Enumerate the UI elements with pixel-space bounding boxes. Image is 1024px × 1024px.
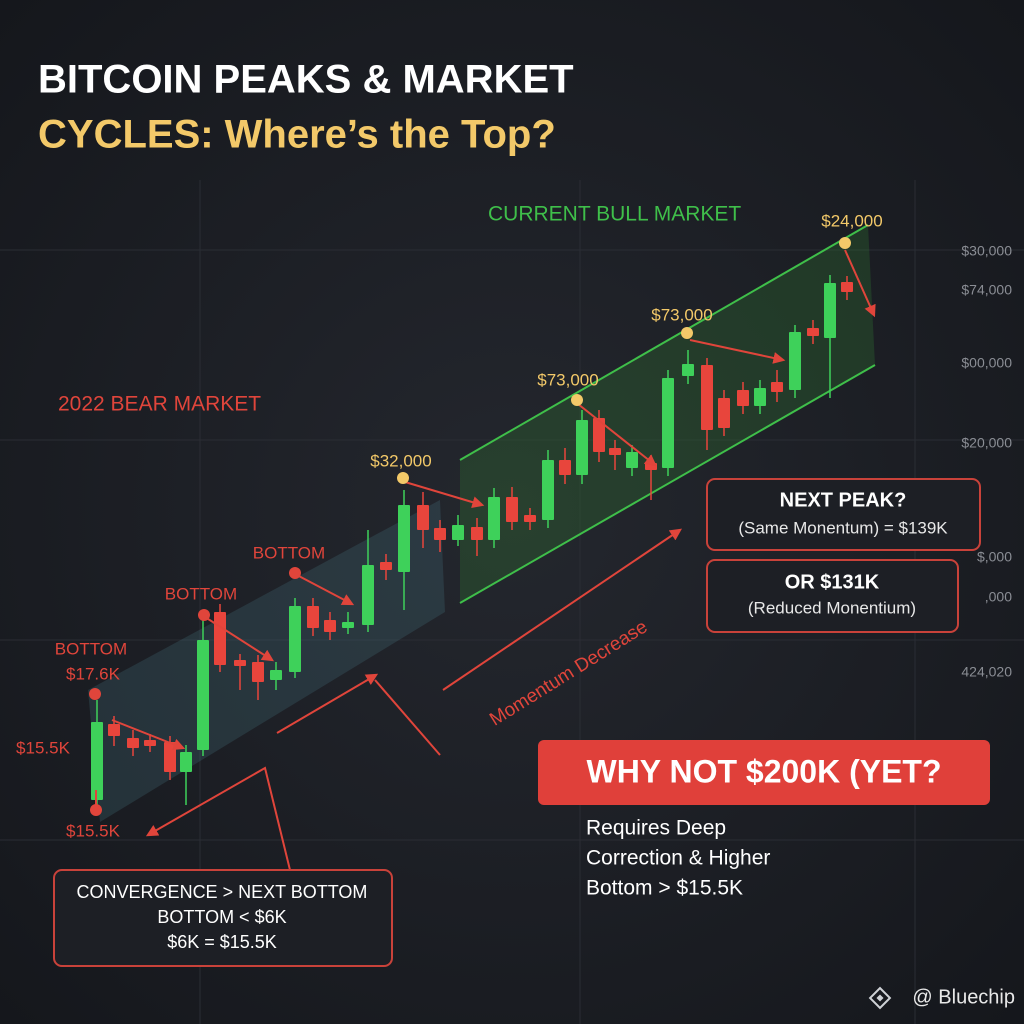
candle-body bbox=[488, 497, 500, 540]
callout: $15.5K bbox=[16, 738, 71, 757]
candle-body bbox=[398, 505, 410, 572]
candle-body bbox=[841, 282, 853, 292]
candle-body bbox=[701, 365, 713, 430]
callout: BOTTOM bbox=[253, 543, 325, 562]
candle-body bbox=[559, 460, 571, 475]
callout: BOTTOM bbox=[55, 639, 127, 658]
axis-label: $,000 bbox=[977, 549, 1012, 565]
candle-body bbox=[682, 364, 694, 376]
candle-body bbox=[662, 378, 674, 468]
candle-body bbox=[144, 740, 156, 746]
candle-body bbox=[576, 420, 588, 475]
candle-body bbox=[593, 418, 605, 452]
candle-body bbox=[324, 620, 336, 632]
candle-body bbox=[252, 662, 264, 682]
bull-label: CURRENT BULL MARKET bbox=[488, 203, 741, 226]
candle-body bbox=[270, 670, 282, 680]
candle-body bbox=[362, 565, 374, 625]
box-text: CONVERGENCE > NEXT BOTTOM bbox=[77, 882, 368, 902]
alt-box bbox=[706, 559, 959, 633]
candle-body bbox=[342, 622, 354, 628]
callouts: $24,000 $73,000 $73,000 $32,000 BOTTOM B… bbox=[16, 211, 883, 840]
candle-body bbox=[91, 722, 103, 800]
grid bbox=[0, 180, 1024, 1024]
candle-body bbox=[718, 398, 730, 428]
why-title: WHY NOT $200K (YET? bbox=[586, 753, 941, 789]
callout: $24,000 bbox=[821, 211, 882, 230]
why-box bbox=[538, 740, 990, 805]
candle-body bbox=[289, 606, 301, 672]
candle-body bbox=[824, 283, 836, 338]
candle-body bbox=[197, 640, 209, 750]
candle-body bbox=[542, 460, 554, 520]
callout: $73,000 bbox=[537, 370, 598, 389]
callout: $32,000 bbox=[370, 451, 431, 470]
candle-body bbox=[626, 452, 638, 468]
box-title: OR $131K bbox=[785, 571, 880, 593]
axis-label: $74,000 bbox=[961, 282, 1012, 298]
candle-body bbox=[609, 448, 621, 455]
callout: BOTTOM bbox=[165, 584, 237, 603]
why-text: Correction & Higher bbox=[586, 847, 770, 870]
why-text: Requires Deep bbox=[586, 817, 726, 840]
candle-body bbox=[164, 742, 176, 772]
candle-body bbox=[180, 752, 192, 772]
title-line-2: CYCLES: Where’s the Top? bbox=[38, 113, 556, 157]
channel-line bbox=[459, 364, 876, 604]
candle-body bbox=[307, 606, 319, 628]
candle-body bbox=[380, 562, 392, 570]
axis-label: $00,000 bbox=[961, 355, 1012, 371]
candle-body bbox=[807, 328, 819, 336]
channel-line bbox=[459, 224, 869, 461]
arrows bbox=[95, 249, 876, 871]
candle-body bbox=[452, 525, 464, 540]
box-text: BOTTOM < $6K bbox=[157, 907, 286, 927]
brand-logo bbox=[868, 986, 892, 1010]
side-axis: $30,000 $74,000 $00,000 $20,000 $,000 ,0… bbox=[961, 243, 1012, 680]
box-text: (Same Monentum) = $139K bbox=[738, 518, 948, 537]
points bbox=[89, 237, 851, 816]
candle-body bbox=[417, 505, 429, 530]
axis-label: $30,000 bbox=[961, 243, 1012, 259]
candle-body bbox=[434, 528, 446, 540]
callout: $15.5K bbox=[66, 821, 121, 840]
candle-body bbox=[789, 332, 801, 390]
box-title: NEXT PEAK? bbox=[780, 489, 907, 511]
why-text: Bottom > $15.5K bbox=[586, 877, 743, 900]
candle-body bbox=[234, 660, 246, 666]
box-text: (Reduced Monentium) bbox=[748, 598, 916, 617]
callout: $73,000 bbox=[651, 305, 712, 324]
axis-label: ,000 bbox=[985, 589, 1012, 605]
next-peak-box bbox=[706, 478, 981, 551]
candle-body bbox=[127, 738, 139, 748]
candle-body bbox=[771, 382, 783, 392]
axis-label: 424,020 bbox=[961, 664, 1012, 680]
title-line-1: BITCOIN PEAKS & MARKET bbox=[38, 58, 574, 102]
axis-label: $20,000 bbox=[961, 435, 1012, 451]
candle-body bbox=[214, 612, 226, 665]
candle-body bbox=[524, 515, 536, 522]
callout: $17.6K bbox=[66, 664, 121, 683]
candle-body bbox=[737, 390, 749, 406]
convergence-box bbox=[53, 869, 393, 967]
box-text: $6K = $15.5K bbox=[167, 932, 277, 952]
candle-body bbox=[754, 388, 766, 406]
candle-body bbox=[471, 527, 483, 540]
brand: @ Bluechip bbox=[912, 986, 1015, 1008]
candles bbox=[91, 275, 853, 810]
candle-body bbox=[108, 724, 120, 736]
bear-label: 2022 BEAR MARKET bbox=[58, 393, 261, 416]
candle-body bbox=[506, 497, 518, 522]
